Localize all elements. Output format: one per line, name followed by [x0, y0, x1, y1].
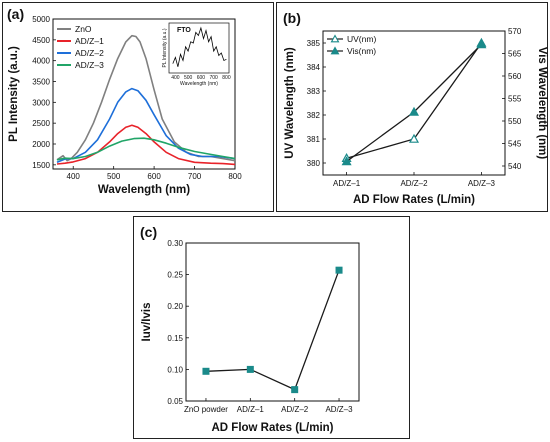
y-right-tick-label-b: 560 — [508, 72, 522, 81]
inset-x-tick-label-a: 500 — [184, 75, 193, 81]
y-tick-label-b: 383 — [307, 87, 321, 96]
y-tick-label-c: 0.05 — [167, 397, 183, 406]
x-tick-label-b: AD/Z–2 — [400, 179, 428, 188]
legend-label-a-3: AD/Z–2 — [75, 48, 104, 58]
x-axis-title-a: Wavelength (nm) — [98, 184, 190, 196]
y-tick-label-a: 1500 — [32, 161, 50, 170]
y-tick-label-b: 381 — [307, 135, 321, 144]
series-line-c-1 — [205, 269, 340, 391]
y-axis-title-a: PL Intensity (a.u.) — [8, 46, 20, 142]
legend-label-a-4: AD/Z–3 — [75, 60, 104, 70]
inset-frame-a — [168, 22, 230, 74]
inset-x-tick-label-a: 800 — [222, 75, 231, 81]
y-tick-label-a: 2500 — [32, 119, 50, 128]
legend-marker-b-2 — [330, 46, 340, 55]
data-point-c — [291, 386, 299, 394]
x-tick-label-c: ZnO powder — [184, 405, 228, 414]
series-line-a-2 — [56, 124, 236, 166]
plot-frame-a — [52, 18, 236, 170]
x-tick-label-c: AD/Z–1 — [237, 405, 265, 414]
y-tick-label-c: 0.10 — [167, 365, 183, 374]
x-tick-label-b: AD/Z–3 — [468, 179, 496, 188]
y-tick-label-a: 5000 — [32, 15, 50, 24]
y-tick-label-c: 0.25 — [167, 271, 183, 280]
x-tick-label-a: 800 — [228, 172, 242, 181]
x-tick-label-b: AD/Z–1 — [333, 179, 361, 188]
y-axis-title-b: UV Wavelength (nm) — [284, 47, 296, 159]
y-tick-label-a: 3500 — [32, 78, 50, 87]
y-right-tick-label-b: 570 — [508, 27, 522, 36]
data-point-b-2 — [341, 156, 352, 166]
legend-marker-b-1 — [330, 34, 340, 43]
legend-label-a-2: AD/Z–1 — [75, 36, 104, 46]
data-point-c — [335, 266, 343, 274]
inset-y-title-a: PL Intensity (a.u.) — [162, 28, 168, 67]
inset-label-a: FTO — [177, 27, 191, 34]
panel-tag-a: (a) — [7, 6, 24, 22]
inset-x-tick-label-a: 700 — [210, 75, 219, 81]
y-axis-title-c: Iuv/Ivis — [141, 303, 153, 342]
data-point-b-2 — [476, 39, 487, 49]
panel-tag-c: (c) — [140, 224, 157, 240]
y-right-tick-label-b: 550 — [508, 117, 522, 126]
x-tick-label-c: AD/Z–3 — [325, 405, 353, 414]
panel-a: (a) 400 500 600 700 800 1500 2000 2500 3000 3500 40… — [2, 2, 274, 212]
y-right-tick-label-b: 540 — [508, 162, 522, 171]
chart-a-svg: (a)400 500 600 700 8001500200025003000350040… — [7, 6, 242, 196]
data-point-c — [246, 365, 254, 373]
inset-x-tick-label-a: 600 — [197, 75, 206, 81]
y-tick-label-b: 384 — [307, 63, 321, 72]
data-point-b-1 — [408, 133, 420, 143]
plot-frame-c — [185, 242, 360, 402]
legend-label-b-1: UV(nm) — [347, 34, 376, 44]
x-tick-label-c: AD/Z–2 — [281, 405, 309, 414]
series-line-a-3 — [56, 87, 236, 164]
x-tick-label-a: 700 — [188, 172, 202, 181]
inset-line-a — [172, 26, 227, 67]
panel-b: (b) AD/Z–1 AD/Z–2 AD/Z–3 380 381 382 383 384 385 5… — [276, 2, 548, 212]
x-tick-label-a: 600 — [147, 172, 161, 181]
chart-b-svg: (b) AD/Z–1 AD/Z–2 AD/Z–3 380 381 382 383 384 385 5… — [283, 10, 548, 206]
panel-c: (c) ZnO powder AD/Z–1 AD/Z–2 AD/Z–3 0.05 0.10 0… — [133, 216, 410, 439]
y-tick-label-a: 2000 — [32, 140, 50, 149]
y-tick-label-c: 0.20 — [167, 302, 183, 311]
y-tick-label-c: 0.30 — [167, 239, 183, 248]
legend-label-a-1: ZnO — [75, 24, 92, 34]
panel-tag-b: (b) — [283, 10, 301, 26]
y-tick-label-a: 4000 — [32, 57, 50, 66]
y-right-tick-label-b: 565 — [508, 50, 522, 59]
inset-x-title-a: Wavelength (nm) — [180, 81, 218, 87]
y-tick-label-b: 382 — [307, 111, 321, 120]
series-line-a-4 — [56, 137, 236, 161]
x-tick-label-a: 500 — [107, 172, 121, 181]
x-axis-title-c: AD Flow Rates (L/min) — [211, 422, 333, 434]
y-tick-label-a: 3000 — [32, 98, 50, 107]
chart-c-svg: (c) ZnO powder AD/Z–1 AD/Z–2 AD/Z–3 0.05 0.10 0… — [140, 224, 360, 434]
data-point-c — [202, 367, 210, 375]
y-right-axis-title-b: Vis Wavelength (nm) — [536, 47, 548, 160]
data-point-b-2 — [408, 106, 420, 116]
x-tick-label-a: 400 — [67, 172, 81, 181]
y-tick-label-b: 385 — [307, 39, 321, 48]
y-tick-label-c: 0.15 — [167, 334, 183, 343]
x-axis-title-b: AD Flow Rates (L/min) — [353, 194, 475, 206]
y-right-tick-label-b: 555 — [508, 95, 522, 104]
y-right-tick-label-b: 545 — [508, 140, 522, 149]
inset-x-tick-label-a: 400 — [171, 75, 180, 81]
legend-label-b-2: Vis(nm) — [347, 46, 376, 56]
y-tick-label-a: 4500 — [32, 36, 50, 45]
y-tick-label-b: 380 — [307, 159, 321, 168]
series-line-b-2 — [346, 44, 482, 163]
